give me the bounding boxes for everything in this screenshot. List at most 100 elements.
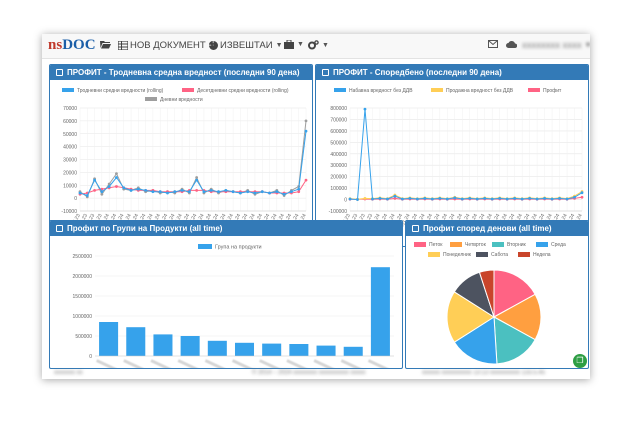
- data-point: [173, 190, 177, 194]
- calendar-icon: [322, 69, 329, 76]
- legend-label: Четврток: [465, 242, 487, 248]
- gears-icon: [308, 40, 319, 50]
- x-tick-label-blurred: [286, 359, 310, 368]
- calendar-icon: [412, 225, 419, 232]
- data-point: [202, 190, 206, 194]
- data-point: [158, 190, 162, 194]
- bar: [153, 334, 173, 356]
- data-point: [580, 195, 584, 199]
- settings-menu[interactable]: ▼: [308, 40, 329, 50]
- data-point: [195, 176, 199, 179]
- brand-ns: ns: [48, 37, 63, 53]
- pie-slice: [493, 316, 536, 365]
- pie-slice: [453, 316, 498, 365]
- user-menu[interactable]: xxxxxxxx xxxx ▼: [522, 40, 590, 51]
- data-point: [528, 197, 532, 200]
- data-point: [498, 197, 502, 200]
- data-point: [195, 178, 199, 182]
- series-line: [349, 109, 583, 201]
- data-point: [115, 185, 118, 188]
- data-point: [217, 190, 220, 194]
- footer-right: xxxxxx xxxxxxxxxx 13:13 xxxxxxxxxx 133.5…: [422, 370, 546, 376]
- data-point: [224, 189, 228, 192]
- x-tick-label-blurred: [313, 359, 337, 368]
- panel-profit-3day: ПРОФИТ - Тродневна средна вредност (посл…: [49, 64, 313, 247]
- x-tick-label-blurred: [259, 359, 283, 368]
- footer: xxxxxxx xx © 2014 – 2024 xxxxxxxx xxxxxx…: [42, 367, 590, 379]
- legend-swatch: [62, 88, 74, 92]
- data-point: [275, 190, 279, 194]
- reports-menu[interactable]: ИЗВЕШТАИ ▼: [209, 40, 283, 51]
- legend-label: Десетдневни средни вредности (rolling): [197, 88, 289, 94]
- top-navbar: nsDOC НОВ ДОКУМЕНТ▼ ИЗВЕШТАИ▼ ▼ ▼ xxxxxx…: [42, 34, 590, 59]
- data-point: [393, 194, 397, 198]
- data-point: [543, 197, 546, 200]
- data-point: [253, 191, 257, 195]
- data-point: [393, 197, 397, 200]
- copy-button[interactable]: ❐: [573, 354, 587, 368]
- data-point: [513, 197, 517, 200]
- data-point: [282, 192, 286, 196]
- pie-slice: [493, 269, 536, 318]
- y-tick-label: 0: [74, 196, 77, 202]
- y-tick-label: 200000: [330, 175, 347, 181]
- y-tick-label: 2500000: [73, 254, 93, 260]
- chart-profit-weekdays: Петок Четврток Вторник Среда Понеделник Сабот…: [414, 242, 566, 365]
- folder-open-button[interactable]: [100, 40, 111, 49]
- x-tick-label-blurred: [123, 359, 147, 368]
- y-tick-label: 800000: [330, 106, 347, 112]
- cloud-button[interactable]: [506, 40, 517, 48]
- y-tick-label: 500000: [330, 140, 347, 146]
- data-point: [415, 197, 419, 201]
- legend-label: Сабота: [491, 252, 508, 258]
- chevron-down-icon: ▼: [275, 42, 283, 49]
- bar: [234, 342, 255, 356]
- new-document-menu[interactable]: НОВ ДОКУМЕНТ▼: [118, 40, 216, 51]
- y-tick-label: 600000: [330, 129, 347, 135]
- legend-swatch: [431, 88, 443, 92]
- app-window: nsDOC НОВ ДОКУМЕНТ▼ ИЗВЕШТАИ▼ ▼ ▼ xxxxxx…: [42, 34, 590, 379]
- data-point: [573, 195, 576, 199]
- data-point: [430, 197, 434, 201]
- pie-chart-icon: [209, 41, 218, 50]
- brand-logo[interactable]: nsDOC: [48, 37, 96, 54]
- data-point: [166, 191, 169, 195]
- x-tick-label-blurred: [177, 359, 201, 368]
- data-point: [297, 190, 301, 194]
- data-point: [378, 197, 382, 200]
- panel-title: Профит по Групи на Продукти (all time): [67, 224, 223, 233]
- bar: [207, 340, 227, 356]
- data-point: [400, 197, 404, 201]
- data-point: [238, 191, 242, 195]
- footer-left: xxxxxxx xx: [54, 370, 83, 376]
- panel-title: ПРОФИТ - Споредбено (последни 90 дена): [333, 68, 502, 77]
- panel-profit-groups-header: Профит по Групи на Продукти (all time): [50, 221, 402, 236]
- x-tick-label-blurred: [367, 359, 392, 368]
- legend-swatch: [450, 242, 462, 247]
- legend-label: Вторник: [507, 242, 527, 248]
- data-point: [505, 197, 509, 201]
- data-point: [297, 187, 301, 191]
- data-point: [468, 197, 472, 200]
- briefcase-menu[interactable]: ▼: [284, 40, 304, 49]
- messages-button[interactable]: [488, 40, 498, 48]
- chevron-down-icon: ▼: [584, 42, 590, 49]
- data-point: [136, 187, 140, 191]
- data-point: [356, 198, 359, 201]
- legend-swatch: [428, 252, 440, 257]
- legend-swatch: [414, 242, 426, 247]
- data-point: [371, 197, 374, 201]
- data-point: [115, 172, 118, 176]
- x-tick-label-blurred: [95, 359, 120, 368]
- data-point: [438, 197, 442, 200]
- x-tick-label-blurred: [340, 359, 365, 368]
- pie-slice: [478, 269, 495, 318]
- data-point: [483, 197, 487, 200]
- legend-label: Петок: [429, 242, 443, 248]
- data-point: [93, 178, 96, 182]
- data-point: [408, 197, 412, 200]
- data-point: [304, 178, 308, 182]
- chart-profit-groups: Група на продукти 2500000 2000000 1500000 10…: [73, 244, 394, 368]
- y-tick-label: 50000: [63, 132, 77, 138]
- legend-label: Понеделник: [443, 252, 472, 258]
